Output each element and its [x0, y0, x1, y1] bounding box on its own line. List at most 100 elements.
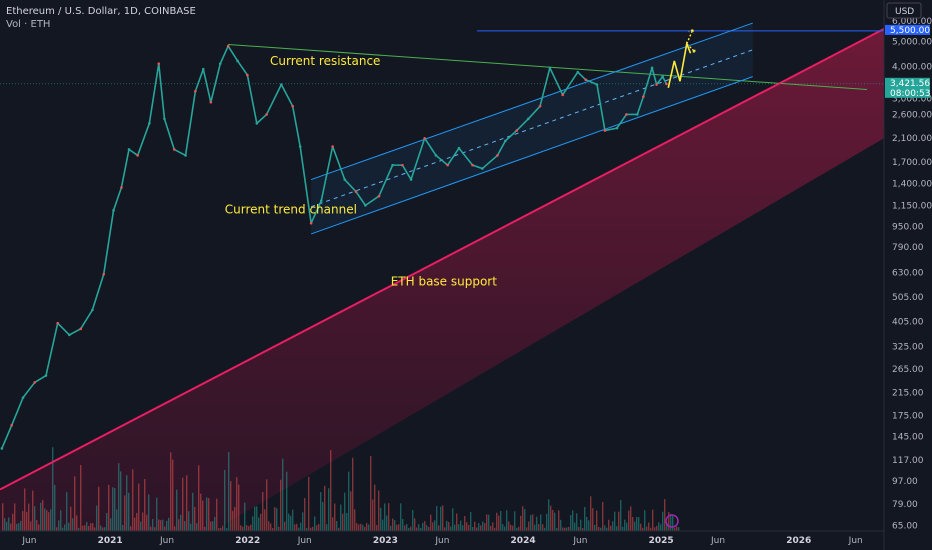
- price-point: [576, 70, 580, 74]
- price-point: [291, 104, 294, 108]
- x-tick-label: 2021: [98, 536, 123, 546]
- price-point: [265, 113, 268, 116]
- forecast-arrow-up: [686, 29, 695, 45]
- line-channel-mid: [310, 49, 753, 208]
- annotation-label: Current trend channel: [225, 202, 357, 216]
- line-channel-upper: [310, 22, 753, 181]
- price-point: [163, 117, 166, 121]
- price-point: [309, 221, 313, 225]
- y-tick-label: 1,400.00: [892, 179, 932, 189]
- price-point: [10, 423, 13, 427]
- price-point: [33, 381, 36, 384]
- y-tick-label: 265.00: [892, 365, 924, 375]
- price-point: [201, 67, 205, 71]
- forecast-path: [667, 40, 692, 89]
- price-point: [255, 122, 259, 125]
- price-point: [127, 148, 131, 151]
- chart-header: Ethereum / U.S. Dollar, 1D, COINBASE Vol…: [6, 5, 196, 31]
- price-point: [184, 154, 187, 157]
- currency-box: [886, 2, 922, 19]
- price-point: [280, 83, 283, 86]
- y-tick-label: 175.00: [892, 411, 924, 421]
- y-tick-label: 790.00: [892, 243, 924, 253]
- y-tick-label: 6,000.00: [892, 17, 932, 27]
- price-point: [354, 190, 358, 194]
- y-tick-label: 4,000.00: [892, 62, 932, 72]
- price-point: [377, 194, 381, 198]
- price-point: [172, 148, 176, 151]
- y-tick-label: 97.00: [892, 477, 918, 487]
- annotation-label: Current resistance: [270, 54, 380, 68]
- y-tick-label: 1,700.00: [892, 158, 932, 168]
- price-tag-box: [885, 77, 930, 98]
- price-point: [79, 327, 83, 331]
- y-tick-label: 325.00: [892, 342, 924, 352]
- y-tick-label: 950.00: [892, 223, 924, 233]
- price-point: [226, 44, 230, 48]
- line-resistance: [228, 43, 868, 91]
- price-point: [218, 62, 222, 65]
- x-tick-label: Jun: [848, 536, 863, 546]
- y-tick-label: 505.00: [892, 293, 924, 303]
- price-point: [615, 126, 619, 130]
- price-point: [423, 136, 426, 140]
- price-point: [298, 145, 302, 148]
- price-point: [364, 204, 367, 207]
- price-point: [0, 447, 4, 450]
- x-tick-label: Jun: [710, 536, 725, 546]
- y-tick-label: 630.00: [892, 268, 924, 278]
- price-point: [112, 209, 115, 212]
- price-point: [236, 59, 239, 63]
- price-tag-label: 3,421.56: [890, 79, 930, 89]
- price-point: [136, 154, 139, 157]
- price-point: [446, 163, 449, 167]
- price-point: [655, 83, 658, 86]
- price-point: [561, 93, 564, 97]
- line-channel-lower: [310, 76, 753, 235]
- volume-bars: [2, 447, 680, 531]
- price-point: [538, 104, 542, 108]
- price-point: [527, 117, 530, 121]
- price-tag-countdown: 08:00:53: [890, 89, 930, 99]
- y-tick-label: 5,000.00: [892, 38, 932, 48]
- price-point: [56, 321, 60, 325]
- price-point: [409, 178, 413, 181]
- price-point: [343, 178, 346, 181]
- y-tick-label: 2,600.00: [892, 110, 932, 120]
- y-tick-label: 117.00: [892, 456, 924, 466]
- price-point: [504, 139, 507, 143]
- price-point: [391, 163, 394, 167]
- x-tick-label: 2023: [373, 536, 398, 546]
- price-tag-label: 5,500.00: [890, 26, 930, 36]
- price-point: [102, 272, 106, 276]
- price-point: [625, 113, 628, 116]
- x-tick-label: Jun: [572, 536, 587, 546]
- price-point: [584, 78, 587, 82]
- price-point: [650, 66, 654, 70]
- chart-symbol-title[interactable]: Ethereum / U.S. Dollar, 1D, COINBASE: [6, 6, 196, 17]
- price-point: [481, 167, 484, 170]
- annotation-label: ETH base support: [391, 275, 498, 289]
- price-point: [457, 146, 461, 150]
- price-point: [636, 113, 639, 116]
- price-point: [496, 154, 499, 157]
- volume-indicator-label[interactable]: Vol · ETH: [6, 19, 51, 30]
- y-tick-label: 2,100.00: [892, 134, 932, 144]
- y-tick-label: 79.00: [892, 500, 918, 510]
- price-point: [515, 129, 518, 132]
- x-tick-label: 2022: [235, 536, 260, 546]
- price-point: [665, 82, 668, 86]
- x-tick-label: 2026: [786, 536, 811, 546]
- price-point: [320, 199, 323, 202]
- price-point: [642, 95, 645, 98]
- price-point: [471, 163, 474, 167]
- y-tick-label: 65.00: [892, 522, 918, 532]
- event-flash-icon: [665, 514, 679, 528]
- currency-label: USD: [895, 7, 914, 17]
- price-point: [44, 374, 48, 377]
- y-tick-label: 215.00: [892, 388, 924, 398]
- y-tick-label: 405.00: [892, 318, 924, 328]
- x-tick-label: 2024: [511, 536, 536, 546]
